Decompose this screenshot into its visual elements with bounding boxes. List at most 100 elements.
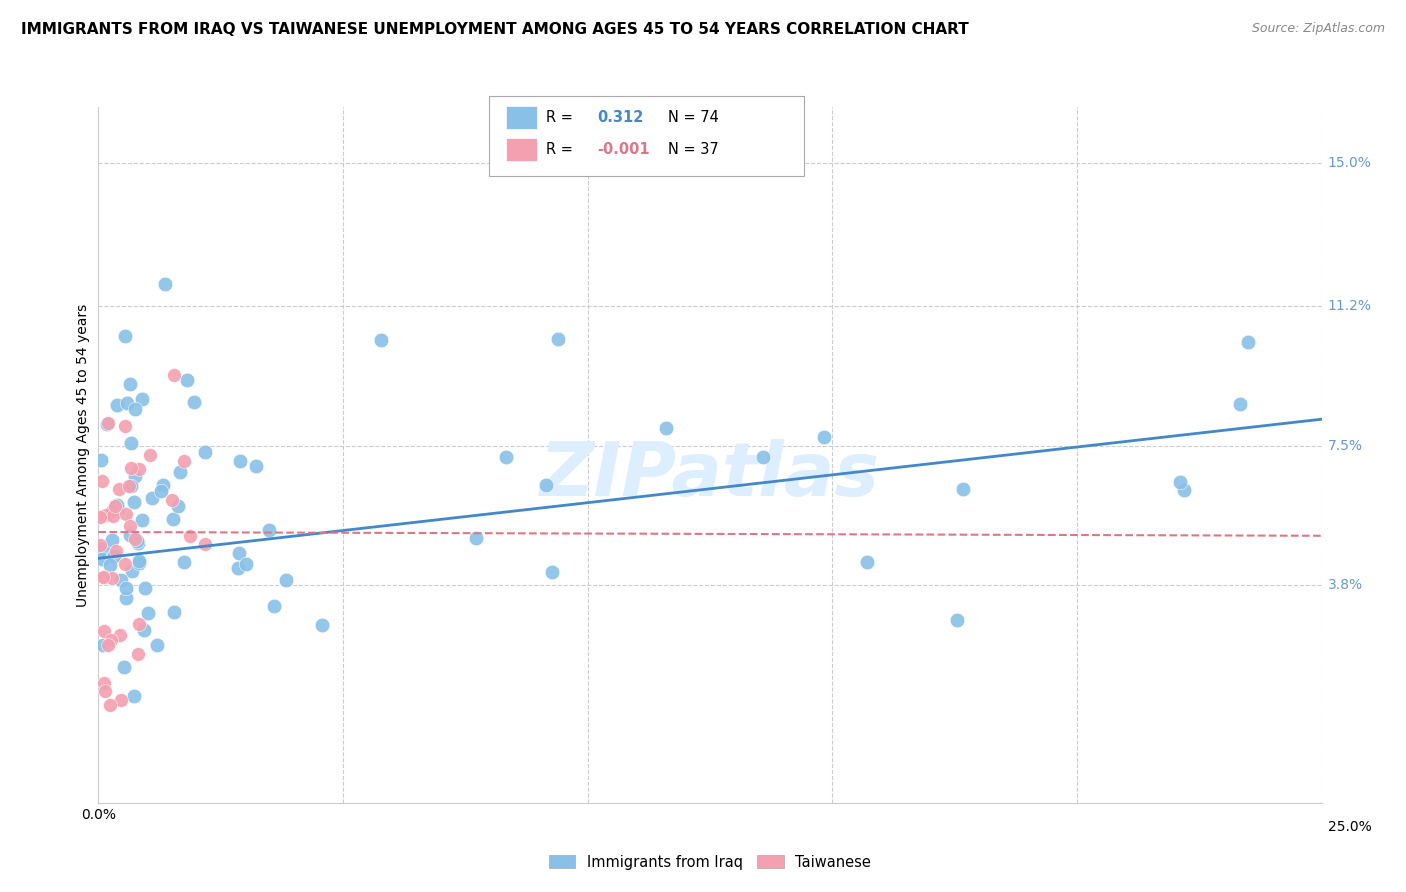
Point	[128, 554, 150, 568]
Point	[93, 676, 115, 690]
Point	[194, 445, 217, 459]
Point	[226, 560, 249, 574]
Point	[105, 544, 128, 558]
Point	[163, 605, 186, 619]
Point	[235, 557, 257, 571]
Point	[124, 532, 146, 546]
Point	[98, 558, 121, 572]
Point	[91, 541, 114, 556]
Text: Source: ZipAtlas.com: Source: ZipAtlas.com	[1251, 22, 1385, 36]
Point	[90, 474, 112, 488]
Point	[107, 501, 129, 516]
Point	[101, 508, 124, 523]
Point	[91, 551, 114, 566]
Point	[114, 582, 136, 596]
Text: ZIPatlas: ZIPatlas	[540, 439, 880, 512]
Point	[93, 624, 115, 638]
Point	[173, 555, 195, 569]
Point	[101, 549, 124, 563]
Point	[115, 396, 138, 410]
Point	[228, 546, 250, 560]
Point	[90, 453, 112, 467]
Point	[179, 529, 201, 543]
Point	[105, 398, 128, 412]
Point	[114, 591, 136, 605]
Point	[93, 683, 115, 698]
Point	[118, 519, 141, 533]
Point	[1229, 397, 1251, 411]
Point	[108, 482, 131, 496]
Point	[96, 508, 118, 522]
Point	[118, 376, 141, 391]
Point	[118, 528, 141, 542]
Point	[105, 498, 128, 512]
Text: IMMIGRANTS FROM IRAQ VS TAIWANESE UNEMPLOYMENT AMONG AGES 45 TO 54 YEARS CORRELA: IMMIGRANTS FROM IRAQ VS TAIWANESE UNEMPL…	[21, 22, 969, 37]
Point	[101, 572, 124, 586]
Point	[110, 573, 132, 587]
Point	[114, 507, 136, 521]
Point	[103, 549, 125, 564]
Point	[132, 623, 155, 637]
Point	[176, 373, 198, 387]
Point	[131, 392, 153, 407]
Point	[952, 482, 974, 496]
Text: 7.5%: 7.5%	[1327, 439, 1362, 452]
Point	[89, 538, 111, 552]
Point	[110, 693, 132, 707]
Point	[245, 459, 267, 474]
Point	[120, 435, 142, 450]
Point	[540, 565, 562, 579]
Point	[128, 556, 150, 570]
Point	[141, 491, 163, 505]
Point	[160, 493, 183, 508]
Point	[94, 570, 117, 584]
Point	[257, 524, 280, 538]
Y-axis label: Unemployment Among Ages 45 to 54 years: Unemployment Among Ages 45 to 54 years	[76, 303, 90, 607]
Text: N = 37: N = 37	[668, 143, 718, 157]
Point	[1237, 335, 1260, 350]
Point	[112, 659, 135, 673]
Point	[150, 483, 173, 498]
Point	[114, 328, 136, 343]
Point	[139, 448, 162, 462]
Point	[274, 573, 297, 587]
Point	[114, 419, 136, 434]
Point	[1173, 483, 1195, 497]
Point	[118, 479, 141, 493]
Point	[101, 504, 124, 518]
Point	[228, 454, 250, 468]
Point	[100, 633, 122, 648]
Text: -0.001: -0.001	[598, 143, 650, 157]
Point	[169, 466, 191, 480]
Point	[98, 698, 121, 712]
Point	[124, 402, 146, 417]
Point	[91, 570, 114, 584]
Point	[89, 510, 111, 524]
Point	[751, 450, 773, 464]
Text: R =: R =	[546, 143, 572, 157]
Legend: Immigrants from Iraq, Taiwanese: Immigrants from Iraq, Taiwanese	[543, 849, 877, 876]
Point	[166, 499, 188, 513]
Text: 15.0%: 15.0%	[1327, 156, 1372, 170]
Point	[108, 628, 131, 642]
Point	[128, 617, 150, 632]
Point	[183, 395, 205, 409]
Text: R =: R =	[546, 111, 572, 125]
Point	[122, 495, 145, 509]
Point	[128, 462, 150, 476]
Point	[114, 557, 136, 571]
Point	[813, 430, 835, 444]
Text: 0.312: 0.312	[598, 111, 644, 125]
Point	[370, 333, 392, 347]
Point	[146, 638, 169, 652]
Point	[1168, 475, 1191, 489]
Point	[655, 421, 678, 435]
Point	[311, 618, 333, 632]
Point	[547, 333, 569, 347]
Point	[120, 460, 142, 475]
Point	[263, 599, 285, 613]
Point	[125, 534, 148, 549]
Point	[96, 417, 118, 431]
Text: N = 74: N = 74	[668, 111, 718, 125]
Point	[127, 647, 149, 661]
